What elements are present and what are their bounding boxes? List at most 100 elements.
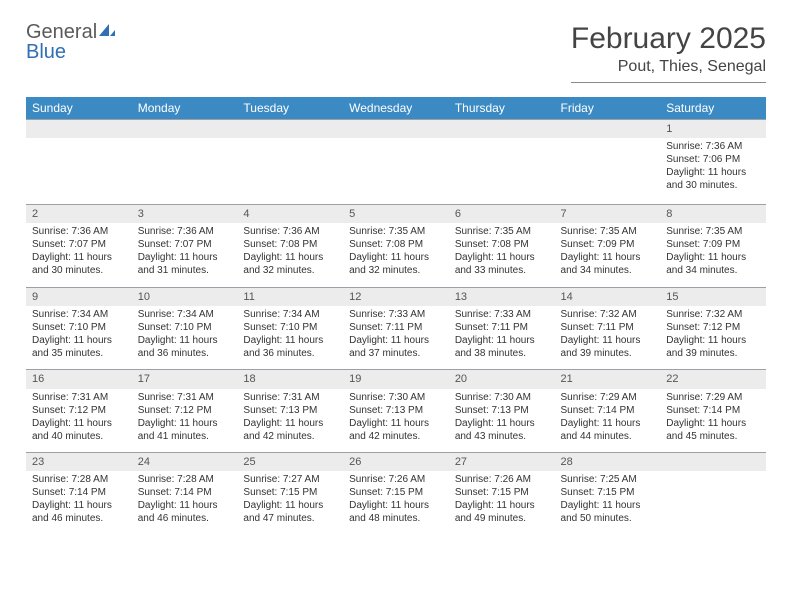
day-number: 14 [555,287,661,306]
logo-word-blue: Blue [26,41,66,63]
logo-text: General Blue [26,22,117,62]
month-title: February 2025 [571,22,766,56]
day-info: Sunrise: 7:28 AM Sunset: 7:14 PM Dayligh… [26,471,132,535]
day-number: 10 [132,287,238,306]
weekday-header: Monday [132,97,238,120]
weekday-header: Tuesday [237,97,343,120]
calendar-table: Sunday Monday Tuesday Wednesday Thursday… [26,97,766,535]
day-number: 17 [132,370,238,389]
day-info: Sunrise: 7:34 AM Sunset: 7:10 PM Dayligh… [26,306,132,370]
day-info: Sunrise: 7:36 AM Sunset: 7:07 PM Dayligh… [26,223,132,287]
day-info: Sunrise: 7:31 AM Sunset: 7:12 PM Dayligh… [132,389,238,453]
daynum-row: 1 [26,120,766,139]
day-number: 6 [449,204,555,223]
day-info: Sunrise: 7:31 AM Sunset: 7:13 PM Dayligh… [237,389,343,453]
day-info: Sunrise: 7:29 AM Sunset: 7:14 PM Dayligh… [555,389,661,453]
daynum-row: 16171819202122 [26,370,766,389]
day-number: 8 [660,204,766,223]
logo: General Blue [26,22,117,62]
day-info: Sunrise: 7:34 AM Sunset: 7:10 PM Dayligh… [132,306,238,370]
day-number: 18 [237,370,343,389]
day-number: 7 [555,204,661,223]
daynum-row: 232425262728 [26,453,766,472]
day-number: 26 [343,453,449,472]
day-info: Sunrise: 7:35 AM Sunset: 7:09 PM Dayligh… [555,223,661,287]
day-info: Sunrise: 7:26 AM Sunset: 7:15 PM Dayligh… [449,471,555,535]
title-block: February 2025 Pout, Thies, Senegal [571,22,766,83]
day-number: 9 [26,287,132,306]
day-info: Sunrise: 7:28 AM Sunset: 7:14 PM Dayligh… [132,471,238,535]
day-number: 24 [132,453,238,472]
day-number [132,120,238,139]
day-info: Sunrise: 7:33 AM Sunset: 7:11 PM Dayligh… [449,306,555,370]
day-info: Sunrise: 7:29 AM Sunset: 7:14 PM Dayligh… [660,389,766,453]
daynum-row: 2345678 [26,204,766,223]
day-number: 23 [26,453,132,472]
weekday-header-row: Sunday Monday Tuesday Wednesday Thursday… [26,97,766,120]
day-number: 11 [237,287,343,306]
day-number [555,120,661,139]
day-info: Sunrise: 7:30 AM Sunset: 7:13 PM Dayligh… [449,389,555,453]
title-divider [571,82,766,83]
day-number [660,453,766,472]
info-row: Sunrise: 7:36 AM Sunset: 7:06 PM Dayligh… [26,138,766,204]
day-info: Sunrise: 7:27 AM Sunset: 7:15 PM Dayligh… [237,471,343,535]
day-info: Sunrise: 7:30 AM Sunset: 7:13 PM Dayligh… [343,389,449,453]
day-info [237,138,343,204]
calendar-body: 1Sunrise: 7:36 AM Sunset: 7:06 PM Daylig… [26,120,766,536]
day-info: Sunrise: 7:25 AM Sunset: 7:15 PM Dayligh… [555,471,661,535]
day-info [26,138,132,204]
day-info: Sunrise: 7:36 AM Sunset: 7:07 PM Dayligh… [132,223,238,287]
day-number [26,120,132,139]
day-info: Sunrise: 7:33 AM Sunset: 7:11 PM Dayligh… [343,306,449,370]
day-number: 19 [343,370,449,389]
day-number: 12 [343,287,449,306]
day-info [449,138,555,204]
day-number: 27 [449,453,555,472]
day-number: 28 [555,453,661,472]
daynum-row: 9101112131415 [26,287,766,306]
day-info [343,138,449,204]
day-info: Sunrise: 7:32 AM Sunset: 7:11 PM Dayligh… [555,306,661,370]
logo-word-general: General [26,21,97,43]
day-number: 22 [660,370,766,389]
day-info [660,471,766,535]
day-number: 13 [449,287,555,306]
logo-sail-icon [97,22,117,42]
info-row: Sunrise: 7:36 AM Sunset: 7:07 PM Dayligh… [26,223,766,287]
day-number: 5 [343,204,449,223]
day-info: Sunrise: 7:36 AM Sunset: 7:08 PM Dayligh… [237,223,343,287]
day-info: Sunrise: 7:35 AM Sunset: 7:08 PM Dayligh… [449,223,555,287]
day-number: 20 [449,370,555,389]
day-number: 25 [237,453,343,472]
day-number: 21 [555,370,661,389]
day-info: Sunrise: 7:34 AM Sunset: 7:10 PM Dayligh… [237,306,343,370]
day-number [237,120,343,139]
weekday-header: Wednesday [343,97,449,120]
header: General Blue February 2025 Pout, Thies, … [26,22,766,83]
location: Pout, Thies, Senegal [571,58,766,76]
day-info [555,138,661,204]
day-info: Sunrise: 7:31 AM Sunset: 7:12 PM Dayligh… [26,389,132,453]
day-info: Sunrise: 7:35 AM Sunset: 7:08 PM Dayligh… [343,223,449,287]
info-row: Sunrise: 7:31 AM Sunset: 7:12 PM Dayligh… [26,389,766,453]
weekday-header: Friday [555,97,661,120]
info-row: Sunrise: 7:34 AM Sunset: 7:10 PM Dayligh… [26,306,766,370]
day-info: Sunrise: 7:32 AM Sunset: 7:12 PM Dayligh… [660,306,766,370]
day-number [449,120,555,139]
day-number: 16 [26,370,132,389]
day-number: 2 [26,204,132,223]
day-number: 15 [660,287,766,306]
day-number: 3 [132,204,238,223]
info-row: Sunrise: 7:28 AM Sunset: 7:14 PM Dayligh… [26,471,766,535]
day-number: 4 [237,204,343,223]
day-number [343,120,449,139]
weekday-header: Thursday [449,97,555,120]
day-info: Sunrise: 7:36 AM Sunset: 7:06 PM Dayligh… [660,138,766,204]
day-info [132,138,238,204]
day-info: Sunrise: 7:35 AM Sunset: 7:09 PM Dayligh… [660,223,766,287]
weekday-header: Sunday [26,97,132,120]
weekday-header: Saturday [660,97,766,120]
day-number: 1 [660,120,766,139]
day-info: Sunrise: 7:26 AM Sunset: 7:15 PM Dayligh… [343,471,449,535]
